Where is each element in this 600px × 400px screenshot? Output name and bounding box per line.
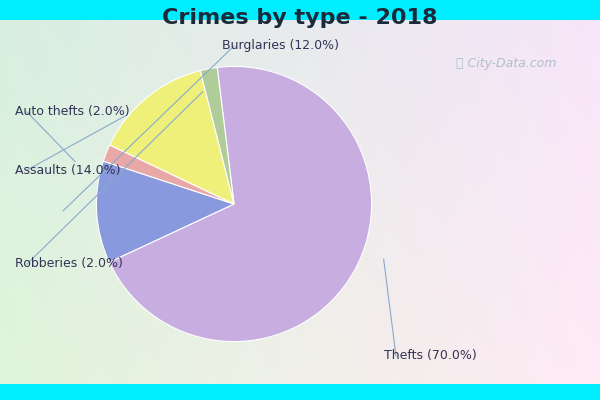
Text: Robberies (2.0%): Robberies (2.0%) [15, 258, 123, 270]
Wedge shape [103, 145, 234, 204]
Text: ⓘ City-Data.com: ⓘ City-Data.com [456, 58, 556, 70]
Wedge shape [200, 68, 234, 204]
Text: Thefts (70.0%): Thefts (70.0%) [384, 350, 477, 362]
Wedge shape [110, 71, 234, 204]
Wedge shape [97, 161, 234, 262]
Wedge shape [109, 66, 371, 342]
Text: Auto thefts (2.0%): Auto thefts (2.0%) [15, 106, 130, 118]
Text: Assaults (14.0%): Assaults (14.0%) [15, 164, 121, 176]
Text: Burglaries (12.0%): Burglaries (12.0%) [222, 40, 339, 52]
Text: Crimes by type - 2018: Crimes by type - 2018 [162, 8, 438, 28]
